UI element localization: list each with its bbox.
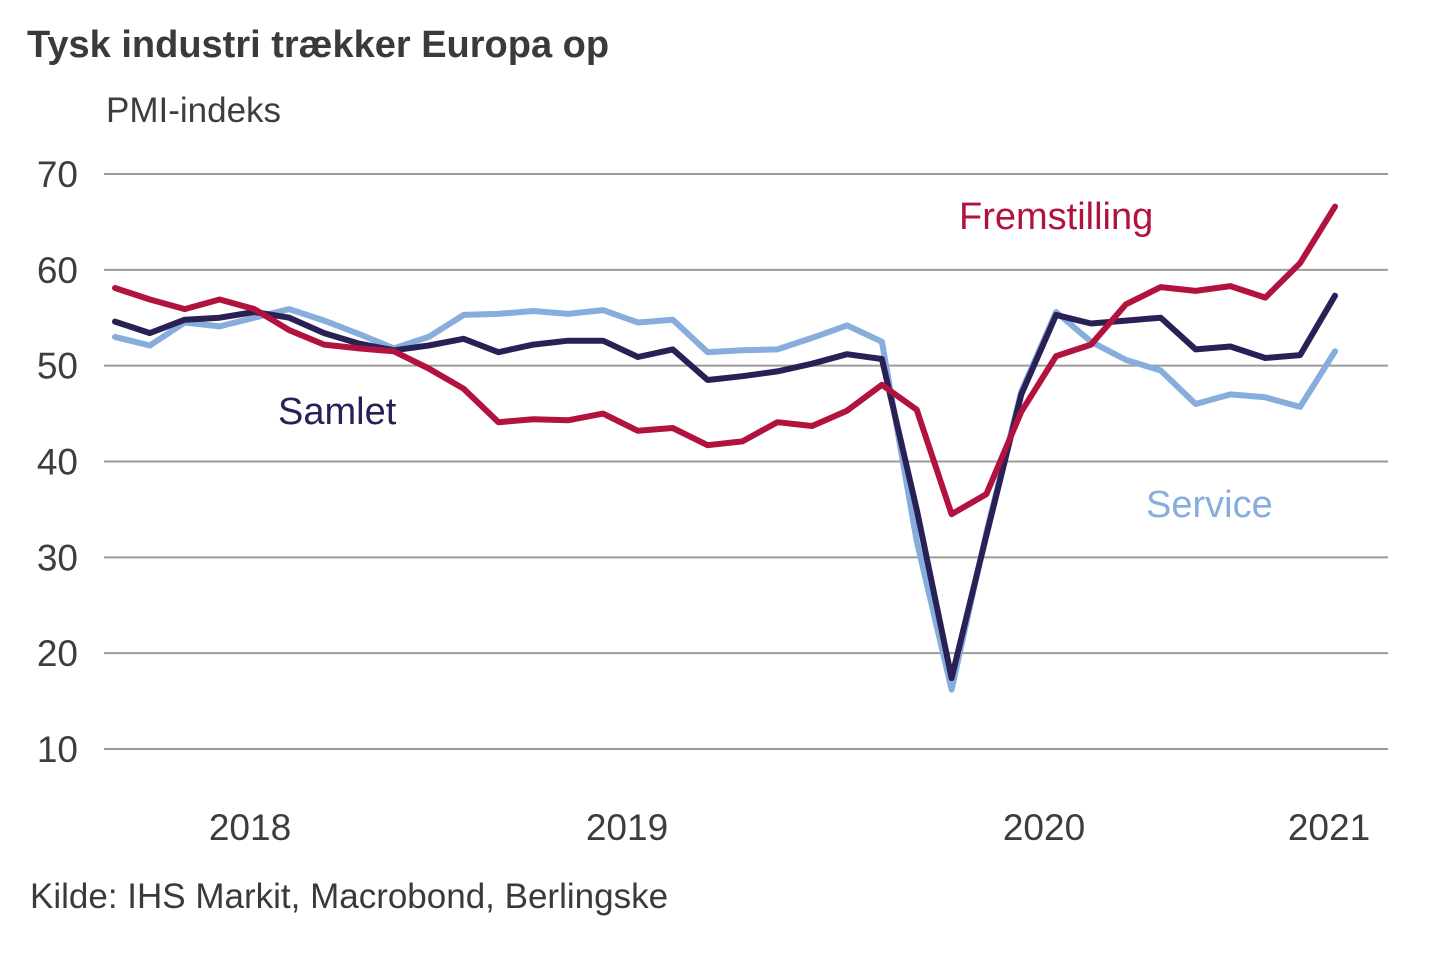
y-tick-label-40: 40 [37, 441, 78, 482]
series-line-samlet [112, 292, 1338, 682]
x-axis-tick-labels: 2018 2019 2020 2021 [209, 807, 1370, 848]
series-label-samlet: Samlet [278, 391, 397, 433]
series-label-fremstilling: Fremstilling [959, 196, 1154, 238]
gridlines [104, 173, 1388, 750]
series-lines [112, 203, 1338, 693]
chart-title: Tysk industri trækker Europa op [27, 24, 610, 66]
x-tick-label-2020: 2020 [1003, 807, 1085, 848]
source-citation: Kilde: IHS Markit, Macrobond, Berlingske [30, 877, 669, 916]
y-tick-label-60: 60 [37, 250, 78, 291]
series-line-service [112, 306, 1338, 693]
series-label-service: Service [1146, 484, 1273, 526]
y-axis-tick-labels: 70 60 50 40 30 20 10 [37, 154, 78, 770]
y-tick-label-30: 30 [37, 537, 78, 578]
y-tick-label-10: 10 [37, 729, 78, 770]
x-tick-label-2019: 2019 [586, 807, 668, 848]
y-tick-label-20: 20 [37, 633, 78, 674]
x-tick-label-2018: 2018 [209, 807, 291, 848]
x-tick-label-2021: 2021 [1288, 807, 1370, 848]
y-tick-label-50: 50 [37, 346, 78, 387]
series-line-fremstilling [112, 203, 1338, 518]
y-tick-label-70: 70 [37, 154, 78, 195]
chart-subtitle: PMI-indeks [106, 91, 282, 130]
